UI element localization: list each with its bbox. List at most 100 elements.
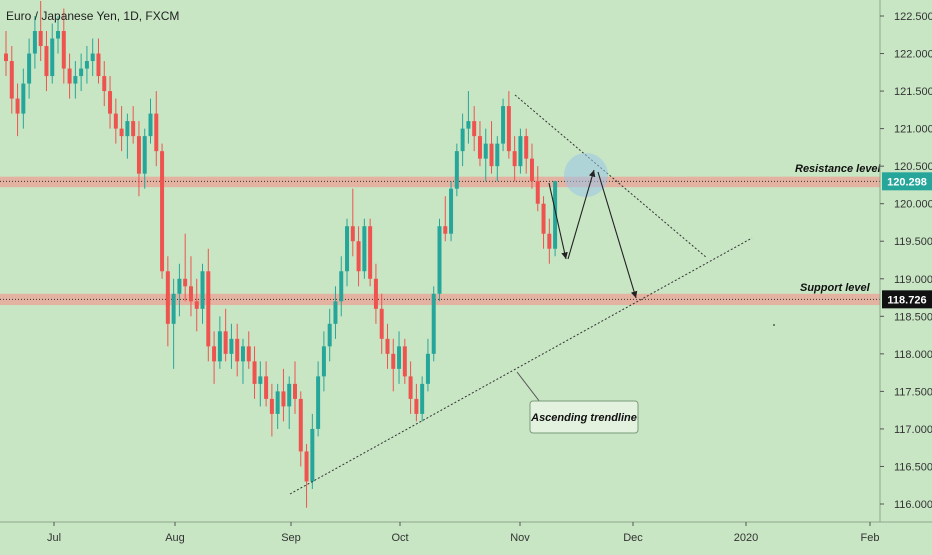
candle-body <box>466 121 471 129</box>
y-tick-label: 118.000 <box>894 349 932 361</box>
candle-body <box>414 398 419 414</box>
candle-body <box>154 113 159 152</box>
projection-arrow <box>548 182 568 260</box>
support-price-badge-label: 118.726 <box>887 294 926 306</box>
candle-body <box>212 346 217 362</box>
candle-body <box>165 271 170 324</box>
candle-body <box>524 136 529 159</box>
candle-body <box>252 361 257 384</box>
candle-body <box>96 53 101 77</box>
candle-body <box>73 76 78 84</box>
candle-body <box>246 346 251 362</box>
candle-body <box>177 278 182 294</box>
x-tick-label: Oct <box>391 532 408 544</box>
candle-body <box>287 383 292 407</box>
candle-body <box>541 203 546 234</box>
y-tick-label: 116.000 <box>894 499 932 511</box>
resistance-price-badge-label: 120.298 <box>887 176 927 188</box>
candle-body <box>142 136 147 174</box>
candle-body <box>472 121 477 137</box>
candle-body <box>171 293 176 324</box>
candle-body <box>350 226 355 242</box>
x-tick-label: Nov <box>510 532 530 544</box>
ascending-trendline-label: Ascending trendline <box>530 412 637 424</box>
candle-body <box>223 331 228 354</box>
candle-body <box>293 383 297 399</box>
candle-body <box>67 68 72 84</box>
y-tick-label: 121.000 <box>894 124 932 136</box>
y-tick-label: 120.000 <box>894 199 932 211</box>
trendline-callout-box <box>529 400 639 434</box>
candle-body <box>425 353 430 384</box>
candle-body <box>489 143 494 167</box>
support-level-label: Support level <box>800 282 871 294</box>
candle-body <box>339 271 344 302</box>
y-tick-label: 118.500 <box>894 311 932 323</box>
candle-body <box>194 301 199 309</box>
candle-body <box>345 226 350 272</box>
candle-body <box>102 76 107 92</box>
y-tick-label: 117.000 <box>894 424 932 436</box>
candle-body <box>79 68 84 77</box>
candle-body <box>362 226 367 272</box>
candle-body <box>50 38 55 77</box>
candle-body <box>512 151 517 167</box>
candle-body <box>431 293 436 354</box>
stray-dot <box>773 324 775 326</box>
candle-body <box>275 391 280 414</box>
projection-arrow <box>597 171 638 299</box>
support-price-badge <box>882 290 932 309</box>
candle-body <box>119 128 124 137</box>
candle-body <box>4 53 8 62</box>
projection-arrow <box>567 169 596 260</box>
breakout-highlight-circle <box>564 153 608 197</box>
y-tick-label: 117.500 <box>894 386 932 398</box>
candle-body <box>183 278 188 287</box>
candle-body <box>258 376 263 384</box>
y-tick-label: 120.500 <box>894 161 932 173</box>
y-tick-label: 116.500 <box>894 461 932 473</box>
candle-body <box>506 106 511 152</box>
candle-body <box>21 83 26 114</box>
candle-body <box>420 383 425 414</box>
candle-body <box>553 181 558 249</box>
candle-body <box>501 106 506 144</box>
candle-body <box>304 451 309 482</box>
candle-body <box>235 338 240 362</box>
candle-body <box>108 91 113 114</box>
candle-body <box>44 46 49 77</box>
candle-body <box>15 98 20 114</box>
x-tick-label: Jul <box>47 532 61 544</box>
candle-body <box>454 151 459 189</box>
candle-body <box>160 151 165 272</box>
candle-body <box>136 136 141 174</box>
callout-pointer <box>516 371 541 403</box>
candle-body <box>385 338 390 354</box>
y-tick-label: 121.500 <box>894 86 932 98</box>
candle-body <box>125 121 130 137</box>
candle-body <box>327 323 332 347</box>
candle-body <box>27 53 32 84</box>
candle-body <box>84 61 89 69</box>
candle-body <box>32 31 37 54</box>
y-tick-label: 119.500 <box>894 236 932 248</box>
candle-body <box>443 226 448 234</box>
candle-body <box>477 136 482 159</box>
candle-body <box>9 61 14 99</box>
candle-body <box>379 308 384 339</box>
y-tick-label: 122.000 <box>894 49 932 61</box>
candle-body <box>206 271 211 347</box>
candle-body <box>437 226 442 294</box>
candle-body <box>38 31 43 47</box>
candle-body <box>368 226 373 279</box>
candle-body <box>310 428 315 482</box>
candle-body <box>535 181 540 204</box>
candle-body <box>188 286 193 302</box>
candle-body <box>148 113 153 137</box>
candle-body <box>333 301 338 324</box>
x-tick-label: Feb <box>861 532 880 544</box>
candle-body <box>90 53 95 62</box>
chart-title: Euro / Japanese Yen, 1D, FXCM <box>6 9 179 23</box>
